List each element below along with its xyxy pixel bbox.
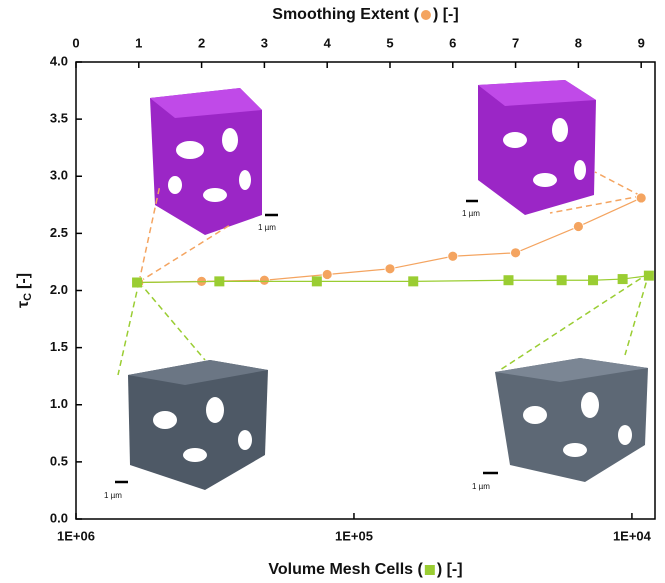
y-tick-label: 1.0: [50, 396, 68, 411]
purple-structure-left: [150, 88, 262, 235]
x2-tick-label: 1: [135, 35, 142, 50]
x2-tick-label: 7: [512, 35, 519, 50]
x2-tick-label: 8: [575, 35, 582, 50]
x2-tick-label: 5: [386, 35, 393, 50]
data-point: [644, 271, 654, 281]
x2-tick-label: 2: [198, 35, 205, 50]
x2-tick-label: 4: [324, 35, 332, 50]
data-point: [511, 248, 521, 258]
scale-label: 1 µm: [258, 223, 276, 232]
data-point: [503, 275, 513, 285]
y-tick-label: 2.0: [50, 282, 68, 297]
data-point: [132, 278, 142, 288]
axis-title-marker: [421, 10, 431, 20]
scale-label: 1 µm: [462, 209, 480, 218]
series-line: [137, 276, 649, 283]
x2-tick-label: 3: [261, 35, 268, 50]
data-point: [214, 276, 224, 286]
data-point: [312, 276, 322, 286]
y-tick-label: 2.5: [50, 225, 68, 240]
y-tick-label: 1.5: [50, 339, 68, 354]
y-tick-label: 3.5: [50, 111, 68, 126]
y-axis-title-part: [-]: [15, 273, 32, 289]
y-tick-label: 0.0: [50, 510, 68, 525]
data-point: [573, 222, 583, 232]
data-point: [259, 275, 269, 285]
chart: 1 µm 1 µm 1 µm 1 µm 0.0 0.5 1.0 1.5 2.0 2.5 3.…: [0, 0, 665, 583]
data-point: [557, 275, 567, 285]
data-point: [618, 274, 628, 284]
x2-tick-label: 6: [449, 35, 456, 50]
axis-title-marker: [425, 565, 435, 575]
data-point: [408, 276, 418, 286]
x-tick-label: 1E+05: [335, 528, 373, 543]
y-tick-label: 0.5: [50, 453, 68, 468]
x2-tick-label: 9: [638, 35, 645, 50]
data-point: [385, 264, 395, 274]
y-tick-label: 3.0: [50, 168, 68, 183]
data-point: [636, 193, 646, 203]
scale-label: 1 µm: [104, 491, 122, 500]
gray-structure-right: [495, 358, 648, 482]
axis-title: ) [-]: [437, 561, 463, 578]
x-tick-label: 1E+04: [613, 528, 652, 543]
gray-structure-left: [128, 360, 268, 490]
x2-tick-label: 0: [72, 35, 79, 50]
y-axis-title-part: τ: [15, 301, 32, 308]
y-axis-title-part: C: [22, 293, 34, 301]
purple-structure-right: [478, 80, 596, 215]
data-point: [322, 270, 332, 280]
axis-title: Volume Mesh Cells (: [268, 561, 423, 578]
scale-label: 1 µm: [472, 482, 490, 491]
axis-title: ) [-]: [433, 6, 459, 23]
axis-title: Smoothing Extent (: [272, 6, 419, 23]
x-tick-label: 1E+06: [57, 528, 95, 543]
y-tick-label: 4.0: [50, 53, 68, 68]
y-axis-title: τC [-]: [15, 273, 34, 308]
data-point: [448, 251, 458, 261]
data-point: [588, 275, 598, 285]
